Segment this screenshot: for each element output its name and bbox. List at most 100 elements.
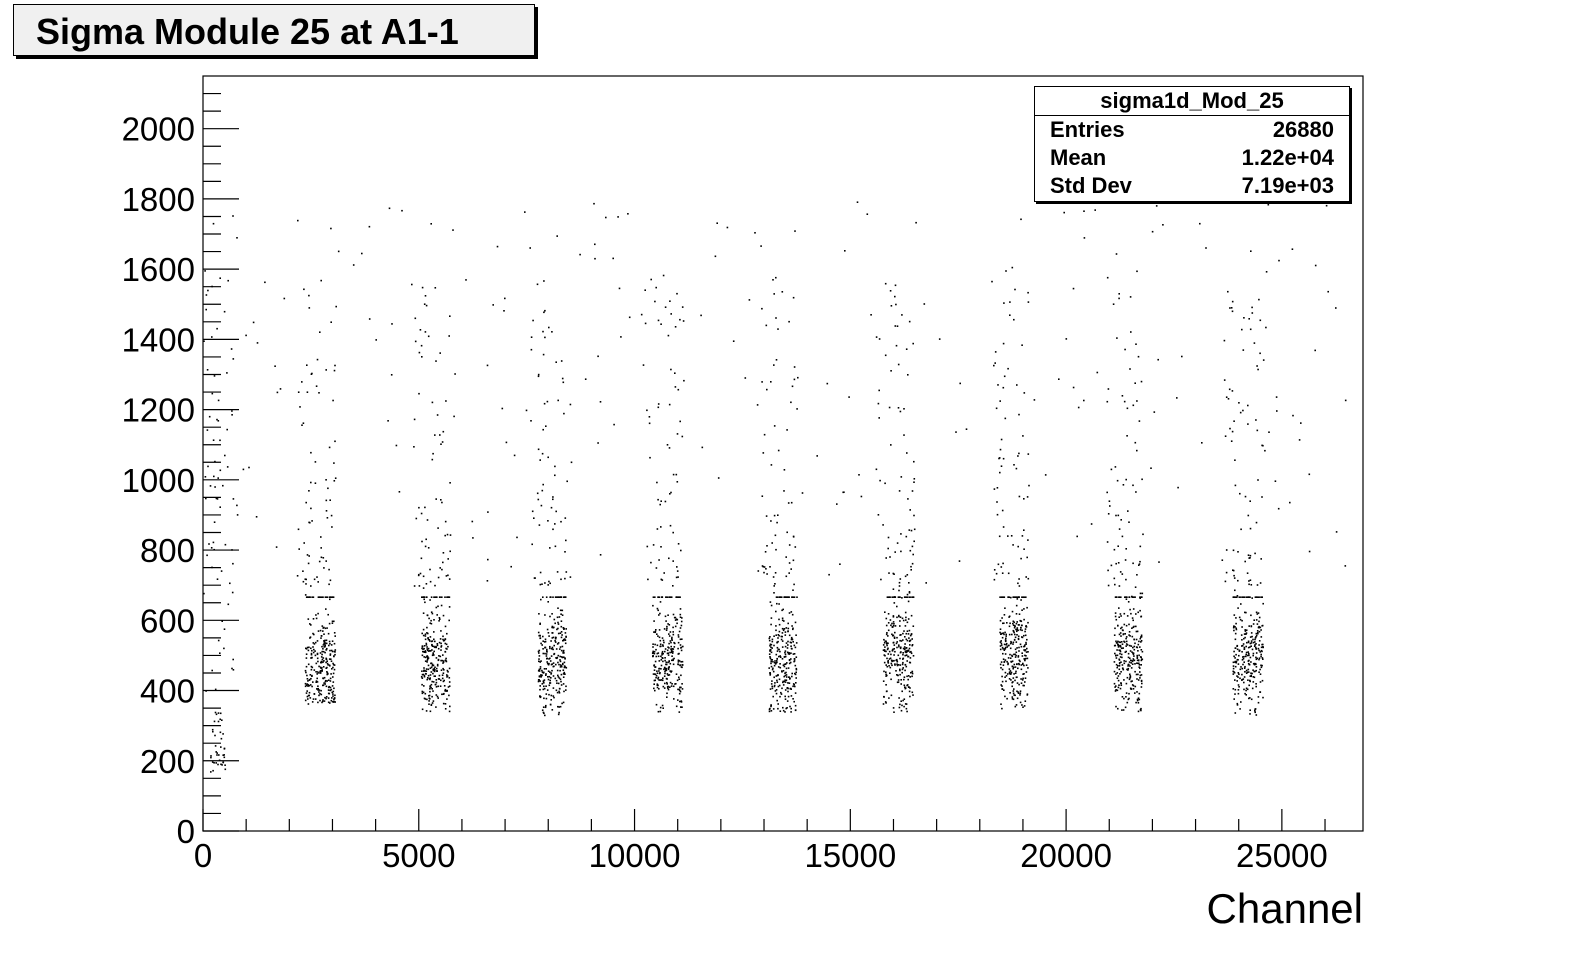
data-point — [910, 671, 912, 674]
data-point — [217, 399, 220, 402]
data-point — [438, 617, 441, 619]
data-point — [565, 571, 568, 573]
data-point — [1260, 653, 1262, 656]
data-point — [1121, 573, 1124, 575]
data-point — [316, 653, 319, 656]
data-point — [1232, 549, 1235, 552]
data-point — [1006, 660, 1008, 663]
data-point — [560, 673, 563, 676]
data-point — [777, 674, 779, 676]
data-point — [1300, 422, 1302, 424]
data-point — [306, 674, 308, 677]
data-point — [1116, 654, 1119, 657]
data-point — [311, 649, 313, 652]
data-point — [658, 679, 660, 681]
data-point — [877, 402, 880, 405]
data-point — [1259, 352, 1261, 355]
data-point — [324, 642, 327, 644]
data-point — [1022, 663, 1024, 666]
data-point — [421, 356, 423, 358]
data-point — [544, 309, 546, 312]
data-point — [427, 632, 429, 635]
data-point — [1131, 617, 1134, 619]
data-point — [428, 695, 430, 697]
data-point — [1255, 648, 1258, 650]
data-point — [330, 227, 332, 230]
data-point — [1012, 681, 1014, 683]
data-point — [908, 637, 910, 639]
data-point — [657, 596, 659, 598]
data-point — [1242, 678, 1245, 680]
data-point — [795, 671, 797, 674]
data-point — [994, 351, 997, 353]
data-point — [1261, 444, 1263, 447]
data-point — [444, 596, 446, 598]
data-point — [538, 668, 541, 671]
data-point — [431, 640, 434, 642]
data-point — [761, 381, 763, 383]
data-point — [1128, 644, 1131, 647]
data-point — [772, 576, 775, 578]
data-point — [1024, 630, 1026, 633]
data-point — [890, 694, 893, 697]
data-point — [666, 692, 668, 695]
data-point — [882, 703, 885, 705]
data-point — [1004, 676, 1006, 678]
data-point — [433, 645, 435, 648]
data-point — [652, 673, 655, 675]
data-point — [557, 682, 560, 685]
data-point — [213, 375, 216, 377]
data-point — [555, 689, 558, 692]
data-point — [320, 536, 322, 538]
data-point — [671, 652, 674, 654]
data-point — [331, 526, 333, 528]
data-point — [657, 609, 659, 612]
data-point — [537, 631, 540, 634]
data-point — [305, 665, 308, 668]
data-point — [836, 503, 838, 505]
data-point — [545, 697, 548, 700]
data-point — [325, 639, 328, 642]
data-point — [1026, 647, 1028, 650]
data-point — [1025, 625, 1027, 628]
data-point — [1011, 633, 1013, 636]
data-point — [217, 420, 220, 422]
data-point — [1252, 654, 1254, 657]
data-point — [788, 596, 790, 598]
data-point — [315, 680, 318, 682]
data-point — [423, 685, 425, 687]
data-point — [1123, 623, 1126, 626]
data-point — [543, 641, 546, 643]
data-point — [889, 290, 892, 292]
data-point — [1011, 698, 1014, 700]
data-point — [1121, 626, 1123, 629]
data-point — [232, 358, 235, 360]
data-point — [319, 699, 321, 702]
data-point — [670, 641, 672, 644]
data-point — [442, 430, 445, 433]
data-point — [912, 694, 914, 696]
data-point — [1120, 661, 1122, 663]
data-point — [763, 571, 765, 574]
data-point — [1018, 650, 1020, 652]
data-point — [779, 666, 782, 669]
data-point — [768, 639, 771, 642]
data-point — [432, 681, 435, 683]
data-point — [672, 648, 675, 650]
data-point — [553, 626, 555, 629]
data-point — [779, 695, 781, 698]
data-point — [683, 379, 685, 382]
data-point — [1267, 203, 1270, 206]
data-point — [330, 699, 333, 702]
data-point — [1244, 629, 1246, 631]
data-point — [1238, 686, 1240, 688]
data-point — [436, 664, 439, 667]
data-point — [669, 631, 672, 633]
data-point — [1002, 596, 1005, 598]
data-point — [777, 637, 779, 639]
data-point — [424, 650, 427, 652]
data-point — [1327, 290, 1329, 293]
data-point — [1239, 708, 1241, 710]
data-point — [999, 641, 1002, 643]
data-point — [773, 664, 776, 667]
